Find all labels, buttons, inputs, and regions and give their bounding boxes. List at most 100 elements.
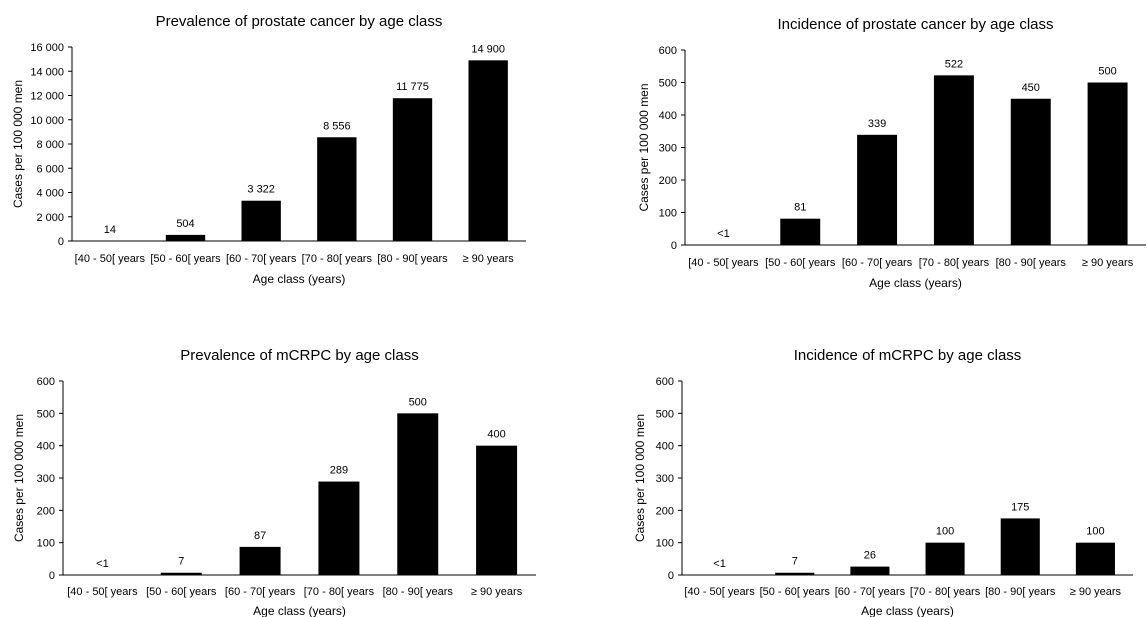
data-label: 522 bbox=[945, 58, 963, 70]
x-axis-label: Age class (years) bbox=[253, 272, 346, 286]
y-tick-label: 0 bbox=[49, 570, 55, 582]
y-tick-label: 2 000 bbox=[36, 212, 64, 224]
x-tick-label: [80 - 90[ years bbox=[383, 586, 454, 598]
chart-panel-4: Incidence of mCRPC by age class 0 100 200 30… bbox=[633, 347, 1133, 617]
x-tick-label: [60 - 70[ years bbox=[226, 253, 297, 265]
x-axis-label: Age class (years) bbox=[253, 604, 346, 617]
bar bbox=[925, 542, 965, 575]
chart-title: Prevalence of prostate cancer by age cla… bbox=[156, 13, 443, 30]
data-label: <1 bbox=[717, 228, 730, 240]
x-tick-label: [70 - 80[ years bbox=[919, 257, 990, 269]
bar bbox=[1087, 82, 1128, 245]
chart-title: Incidence of prostate cancer by age clas… bbox=[778, 16, 1054, 33]
data-label: 11 775 bbox=[396, 81, 429, 93]
y-tick-label: 100 bbox=[659, 208, 677, 220]
data-label: 339 bbox=[868, 118, 886, 130]
y-tick-label: 400 bbox=[656, 441, 674, 453]
y-tick-label: 600 bbox=[659, 45, 677, 57]
data-label: 175 bbox=[1011, 501, 1029, 513]
chart-panel-1: Prevalence of prostate cancer by age cla… bbox=[11, 13, 526, 286]
x-tick-label: [70 - 80[ years bbox=[304, 586, 375, 598]
data-label: 14 bbox=[104, 224, 116, 236]
data-label: 100 bbox=[936, 526, 954, 538]
x-tick-label: [50 - 60[ years bbox=[146, 586, 217, 598]
data-label: 81 bbox=[794, 202, 806, 214]
bar bbox=[241, 200, 281, 241]
x-tick-label: [80 - 90[ years bbox=[985, 586, 1056, 598]
bar bbox=[476, 445, 518, 575]
y-axis-label: Cases per 100 000 men bbox=[11, 80, 25, 208]
chart-title: Incidence of mCRPC by age class bbox=[794, 347, 1022, 364]
x-tick-label: [60 - 70[ years bbox=[225, 586, 296, 598]
bar bbox=[780, 218, 821, 245]
bar bbox=[1075, 542, 1115, 575]
data-label: 26 bbox=[864, 550, 876, 562]
y-tick-label: 500 bbox=[656, 408, 674, 420]
x-tick-label: [80 - 90[ years bbox=[996, 257, 1067, 269]
y-tick-label: 12 000 bbox=[30, 91, 64, 103]
x-tick-label: [40 - 50[ years bbox=[688, 257, 759, 269]
y-tick-label: 400 bbox=[659, 110, 677, 122]
data-label: 87 bbox=[254, 530, 266, 542]
x-tick-label: ≥ 90 years bbox=[1082, 257, 1134, 269]
y-tick-label: 10 000 bbox=[30, 115, 64, 127]
bar bbox=[397, 413, 439, 575]
data-label: 500 bbox=[1098, 66, 1116, 78]
bar bbox=[160, 572, 202, 575]
y-tick-label: 600 bbox=[37, 376, 55, 388]
data-label: 289 bbox=[330, 465, 348, 477]
y-tick-label: 8 000 bbox=[36, 139, 64, 151]
data-label: <1 bbox=[96, 558, 109, 570]
x-tick-label: [60 - 70[ years bbox=[835, 586, 906, 598]
y-tick-label: 200 bbox=[659, 175, 677, 187]
y-tick-label: 500 bbox=[659, 78, 677, 90]
data-label: 504 bbox=[176, 218, 194, 230]
bar bbox=[1000, 518, 1040, 575]
bar bbox=[468, 60, 508, 242]
bar bbox=[1010, 98, 1051, 245]
x-tick-label: [40 - 50[ years bbox=[75, 253, 146, 265]
data-label: 500 bbox=[409, 396, 427, 408]
y-tick-label: 0 bbox=[668, 570, 674, 582]
x-tick-label: [40 - 50[ years bbox=[684, 586, 755, 598]
data-label: 450 bbox=[1022, 82, 1040, 94]
y-tick-label: 200 bbox=[656, 505, 674, 517]
y-tick-label: 4 000 bbox=[36, 188, 64, 200]
x-tick-label: [50 - 60[ years bbox=[765, 257, 836, 269]
chart-panel-2: Incidence of prostate cancer by age clas… bbox=[637, 16, 1146, 290]
data-label: 3 322 bbox=[247, 184, 275, 196]
x-axis-label: Age class (years) bbox=[861, 604, 954, 617]
y-tick-label: 16 000 bbox=[30, 42, 64, 54]
x-tick-label: [70 - 80[ years bbox=[910, 586, 981, 598]
y-tick-label: 14 000 bbox=[30, 66, 64, 78]
y-tick-label: 300 bbox=[37, 473, 55, 485]
y-axis-label: Cases per 100 000 men bbox=[633, 414, 647, 542]
x-tick-label: ≥ 90 years bbox=[1070, 586, 1122, 598]
data-label: 8 556 bbox=[323, 120, 351, 132]
y-tick-label: 500 bbox=[37, 408, 55, 420]
y-tick-label: 200 bbox=[37, 505, 55, 517]
bar bbox=[318, 481, 360, 575]
bar bbox=[850, 566, 890, 575]
data-label: 14 900 bbox=[471, 43, 505, 55]
y-tick-label: 0 bbox=[58, 236, 64, 248]
x-tick-label: [50 - 60[ years bbox=[760, 586, 831, 598]
y-tick-label: 100 bbox=[37, 538, 55, 550]
x-tick-label: [80 - 90[ years bbox=[377, 253, 448, 265]
bar bbox=[317, 137, 357, 241]
chart-title: Prevalence of mCRPC by age class bbox=[180, 347, 418, 364]
bar bbox=[165, 234, 206, 241]
data-label: 100 bbox=[1086, 526, 1104, 538]
y-tick-label: 300 bbox=[659, 143, 677, 155]
data-label: 7 bbox=[178, 556, 184, 568]
bar bbox=[775, 572, 815, 575]
y-tick-label: 600 bbox=[656, 376, 674, 388]
data-label: 400 bbox=[487, 429, 505, 441]
y-tick-label: 300 bbox=[656, 473, 674, 485]
y-axis-label: Cases per 100 000 men bbox=[637, 83, 651, 211]
bar bbox=[933, 75, 974, 245]
x-tick-label: [60 - 70[ years bbox=[842, 257, 913, 269]
bar bbox=[857, 134, 898, 245]
y-tick-label: 100 bbox=[656, 538, 674, 550]
